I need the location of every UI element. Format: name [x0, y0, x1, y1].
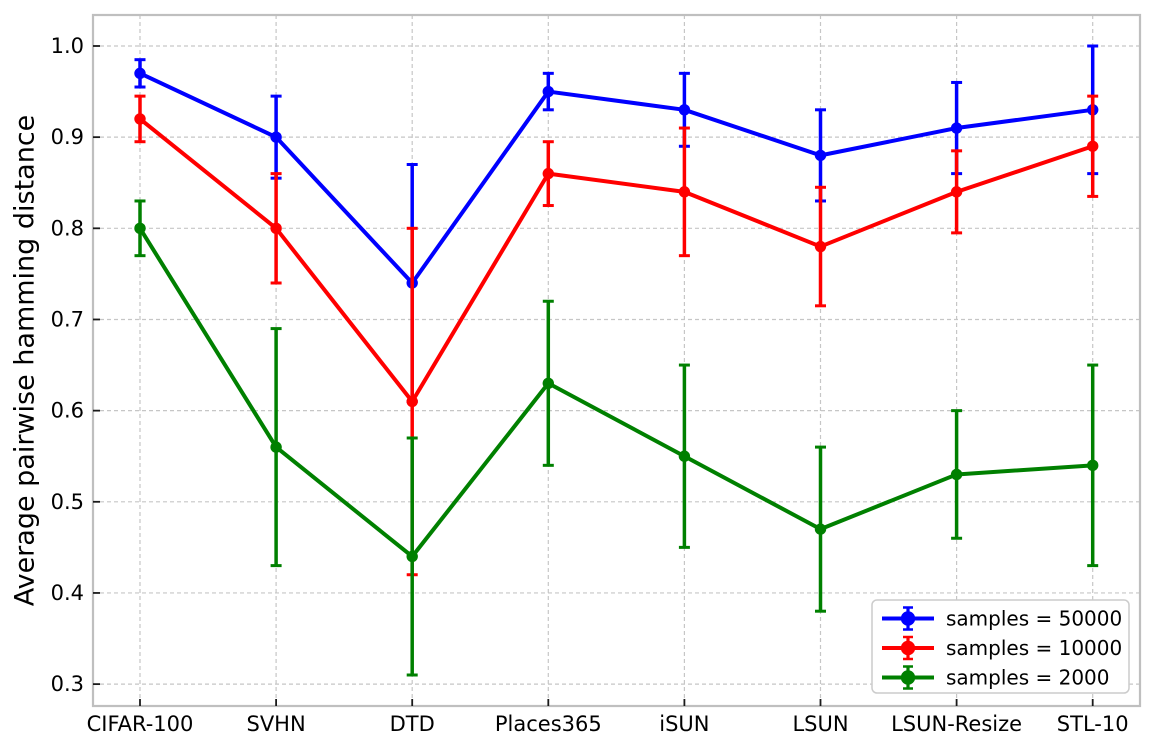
data-point-marker — [270, 441, 282, 453]
data-point-marker — [678, 186, 691, 198]
data-point-marker — [814, 149, 827, 162]
data-point-marker — [950, 468, 963, 481]
data-point-marker — [542, 167, 554, 180]
y-tick-label: 0.8 — [51, 216, 84, 240]
data-point-marker — [134, 222, 146, 235]
data-point-marker — [814, 240, 827, 253]
x-tick-label: DTD — [390, 712, 435, 736]
x-tick-label: LSUN — [792, 712, 848, 736]
data-point-marker — [814, 523, 827, 535]
y-tick-label: 0.7 — [51, 307, 84, 331]
y-tick-label: 0.5 — [51, 490, 84, 514]
data-point-marker — [270, 131, 282, 143]
data-point-marker — [1087, 140, 1099, 152]
x-tick-label: STL-10 — [1057, 712, 1129, 736]
x-tick-label: SVHN — [246, 712, 305, 736]
y-tick-label: 0.3 — [51, 672, 84, 696]
legend-entry-label: samples = 10000 — [946, 636, 1122, 660]
legend-entry-label: samples = 2000 — [946, 666, 1110, 690]
legend-entry-label: samples = 50000 — [946, 607, 1122, 631]
data-point-marker — [134, 113, 146, 125]
data-point-marker — [134, 67, 146, 80]
legend-marker-dot — [900, 640, 916, 656]
legend-box — [871, 599, 1130, 694]
data-point-marker — [950, 186, 963, 198]
data-point-marker — [678, 104, 691, 116]
x-tick-label: Places365 — [495, 712, 602, 736]
y-tick-label: 0.4 — [51, 581, 84, 605]
series-line-2 — [138, 117, 1094, 404]
data-point-marker — [678, 450, 691, 462]
data-point-marker — [1087, 459, 1099, 472]
data-point-marker — [270, 222, 282, 235]
data-point-marker — [406, 550, 418, 563]
data-point-marker — [542, 377, 554, 389]
series-line-3 — [138, 227, 1093, 559]
y-tick-label: 0.9 — [51, 125, 84, 149]
plot-border — [91, 13, 1142, 708]
y-tick-label: 0.6 — [51, 399, 84, 423]
data-point-marker — [406, 395, 418, 408]
x-tick-label: LSUN-Resize — [891, 712, 1022, 736]
series-line-1 — [139, 71, 1093, 286]
data-point-marker — [950, 122, 963, 134]
legend-marker-dot — [900, 670, 916, 685]
y-tick-label: 1.0 — [51, 34, 84, 58]
legend-marker-dot — [900, 611, 916, 626]
y-axis-title: Average pairwise hamming distance — [10, 115, 41, 607]
x-tick-label: CIFAR-100 — [87, 712, 194, 736]
data-point-marker — [542, 85, 554, 98]
x-tick-label: iSUN — [659, 712, 709, 736]
